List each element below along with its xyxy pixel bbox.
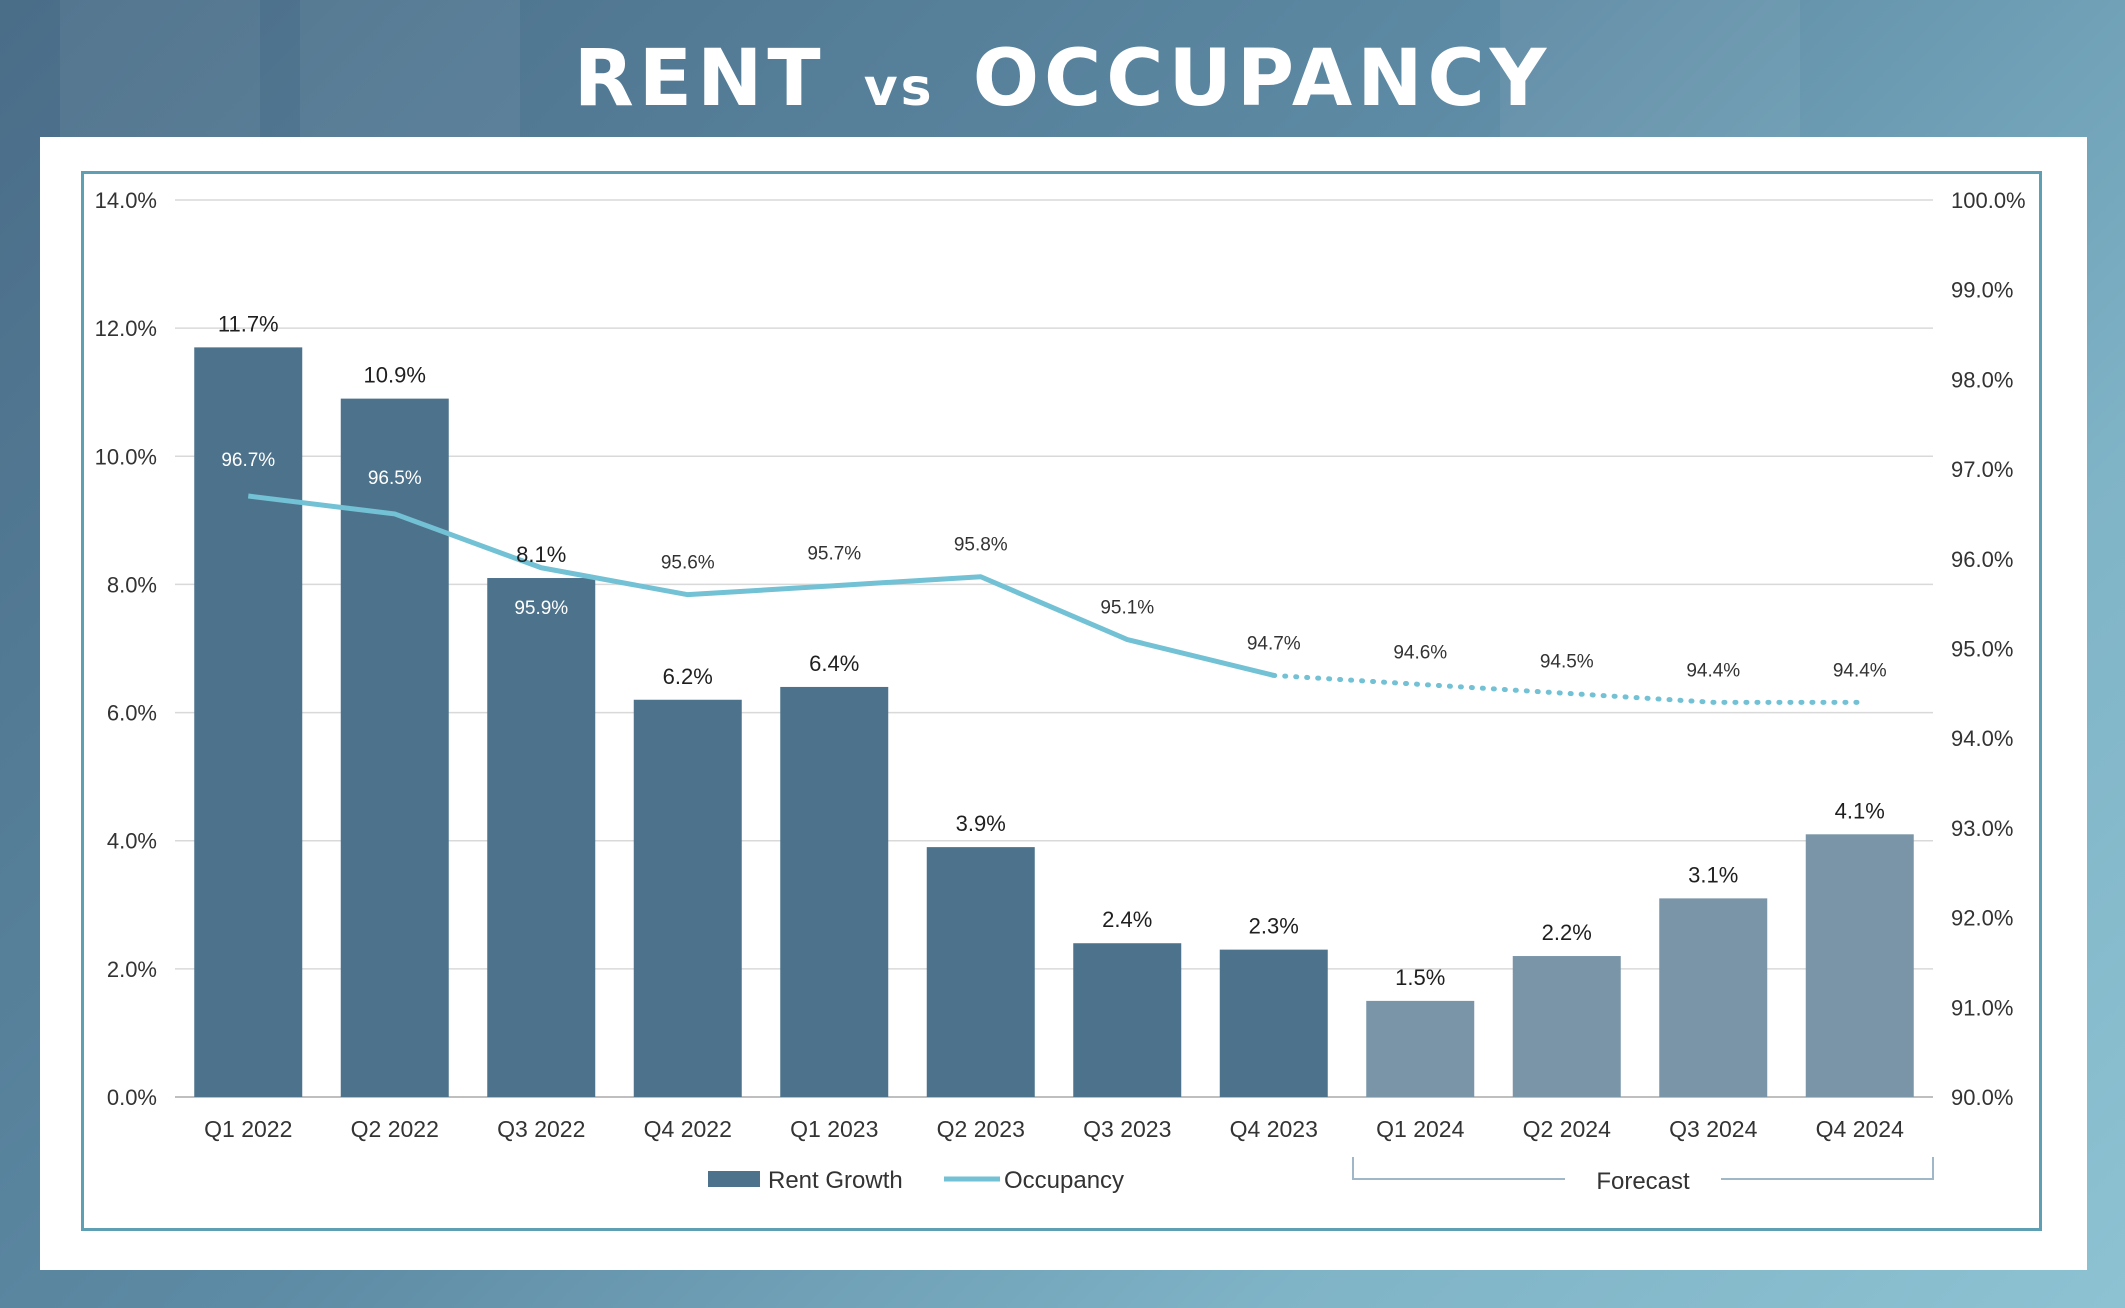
gridlines <box>175 199 1933 1098</box>
right-axis-tick: 92.0% <box>1951 906 2013 931</box>
left-axis-tick: 10.0% <box>95 444 157 469</box>
occupancy-label: 95.7% <box>807 544 861 565</box>
background-building-shape <box>300 0 520 140</box>
rent-growth-label: 2.3% <box>1249 914 1299 939</box>
left-axis-tick: 12.0% <box>95 316 157 341</box>
x-axis-tick: Q1 2022 <box>204 1116 292 1142</box>
right-axis-tick: 97.0% <box>1951 457 2013 482</box>
occupancy-label: 96.7% <box>221 450 275 471</box>
occupancy-line-forecast <box>1271 672 1863 705</box>
left-axis-tick: 2.0% <box>107 957 157 982</box>
rent-growth-label: 6.2% <box>663 664 713 689</box>
occupancy-label: 94.7% <box>1247 633 1301 654</box>
rent-growth-bar <box>926 847 1035 1097</box>
x-axis-tick: Q3 2023 <box>1083 1116 1171 1142</box>
rent-growth-bar <box>1512 956 1621 1097</box>
rent-growth-bar <box>1073 943 1182 1097</box>
page-title: RENT vs OCCUPANCY <box>0 34 2125 124</box>
right-axis-tick: 99.0% <box>1951 278 2013 303</box>
right-axis-tick: 96.0% <box>1951 547 2013 572</box>
legend-swatch-rent-growth <box>708 1171 760 1187</box>
x-axis-tick: Q4 2024 <box>1816 1116 1904 1142</box>
x-axis-tick: Q3 2022 <box>497 1116 585 1142</box>
rent-growth-label: 3.1% <box>1688 862 1738 887</box>
rent-growth-label: 8.1% <box>516 542 566 567</box>
rent-growth-bars <box>194 347 1914 1098</box>
right-axis-tick: 98.0% <box>1951 367 2013 392</box>
rent-growth-bar <box>780 686 889 1097</box>
x-axis-tick: Q1 2023 <box>790 1116 878 1142</box>
rent-growth-label: 2.4% <box>1102 907 1152 932</box>
legend: Rent Growth Occupancy <box>708 1167 1124 1194</box>
axis-ticks: 0.0% 2.0% 4.0% 6.0% 8.0% 10.0% 12.0% 14.0% 90.0%… <box>95 188 2026 1142</box>
x-axis-tick: Q2 2022 <box>351 1116 439 1142</box>
rent-growth-label: 4.1% <box>1835 798 1885 823</box>
rent-growth-bar <box>194 347 303 1098</box>
right-axis-tick: 94.0% <box>1951 726 2013 751</box>
rent-growth-label: 11.7% <box>218 311 279 336</box>
occupancy-line <box>247 493 1863 705</box>
occupancy-label: 95.9% <box>514 598 568 619</box>
rent-growth-bar <box>1219 949 1328 1097</box>
rent-occupancy-chart: 11.7% 10.9% 8.1% 6.2% 6.4% 3.9% 2.4% 2.3% 1.5% 2.… <box>95 188 2026 1195</box>
occupancy-label: 95.6% <box>661 553 715 574</box>
occupancy-label: 94.5% <box>1540 651 1594 672</box>
forecast-bracket: Forecast <box>1352 1157 1934 1195</box>
rent-growth-label: 6.4% <box>809 651 859 676</box>
forecast-bracket-left <box>1352 1157 1565 1180</box>
right-axis-tick: 95.0% <box>1951 637 2013 662</box>
forecast-label: Forecast <box>1596 1168 1690 1195</box>
left-axis-tick: 14.0% <box>95 188 157 213</box>
left-axis-tick: 0.0% <box>107 1085 157 1110</box>
left-axis-tick: 8.0% <box>107 572 157 597</box>
x-axis-tick: Q3 2024 <box>1669 1116 1757 1142</box>
chart-frame <box>81 171 2042 1231</box>
right-axis-tick: 93.0% <box>1951 816 2013 841</box>
occupancy-label: 96.5% <box>368 468 422 489</box>
background-building-shape <box>60 0 260 140</box>
left-axis-tick: 6.0% <box>107 701 157 726</box>
x-axis-tick: Q4 2022 <box>644 1116 732 1142</box>
occupancy-label: 94.6% <box>1393 642 1447 663</box>
rent-growth-bar <box>1805 834 1914 1097</box>
occupancy-label: 94.4% <box>1833 660 1887 681</box>
title-occupancy: OCCUPANCY <box>972 34 1552 124</box>
rent-growth-label: 2.2% <box>1542 920 1592 945</box>
left-axis-tick: 4.0% <box>107 829 157 854</box>
occupancy-label: 94.4% <box>1686 660 1740 681</box>
legend-label-occupancy: Occupancy <box>1004 1167 1124 1194</box>
title-rent: RENT <box>573 34 826 124</box>
data-labels: 11.7% 10.9% 8.1% 6.2% 6.4% 3.9% 2.4% 2.3% 1.5% 2.… <box>218 311 1887 990</box>
rent-growth-bar <box>487 578 596 1097</box>
rent-growth-label: 3.9% <box>956 811 1006 836</box>
rent-growth-bar <box>633 699 742 1097</box>
title-vs: vs <box>863 58 935 118</box>
forecast-bracket-right <box>1721 1157 1934 1180</box>
rent-growth-label: 10.9% <box>364 363 426 388</box>
occupancy-label: 95.1% <box>1100 598 1154 619</box>
rent-growth-label: 1.5% <box>1395 965 1445 990</box>
right-axis-tick: 91.0% <box>1951 995 2013 1020</box>
rent-growth-bar <box>1659 898 1768 1097</box>
rent-growth-bar <box>340 398 449 1097</box>
legend-label-rent-growth: Rent Growth <box>768 1167 903 1194</box>
rent-growth-bar <box>1366 1000 1475 1097</box>
occupancy-line-actual <box>247 493 1275 678</box>
x-axis-tick: Q2 2024 <box>1523 1116 1611 1142</box>
x-axis-tick: Q2 2023 <box>937 1116 1025 1142</box>
background-building-shape <box>1500 0 1800 140</box>
right-axis-tick: 90.0% <box>1951 1085 2013 1110</box>
x-axis-tick: Q4 2023 <box>1230 1116 1318 1142</box>
x-axis-tick: Q1 2024 <box>1376 1116 1464 1142</box>
chart-card: 11.7% 10.9% 8.1% 6.2% 6.4% 3.9% 2.4% 2.3% 1.5% 2.… <box>40 137 2087 1270</box>
occupancy-label: 95.8% <box>954 535 1008 556</box>
right-axis-tick: 100.0% <box>1951 188 2026 213</box>
